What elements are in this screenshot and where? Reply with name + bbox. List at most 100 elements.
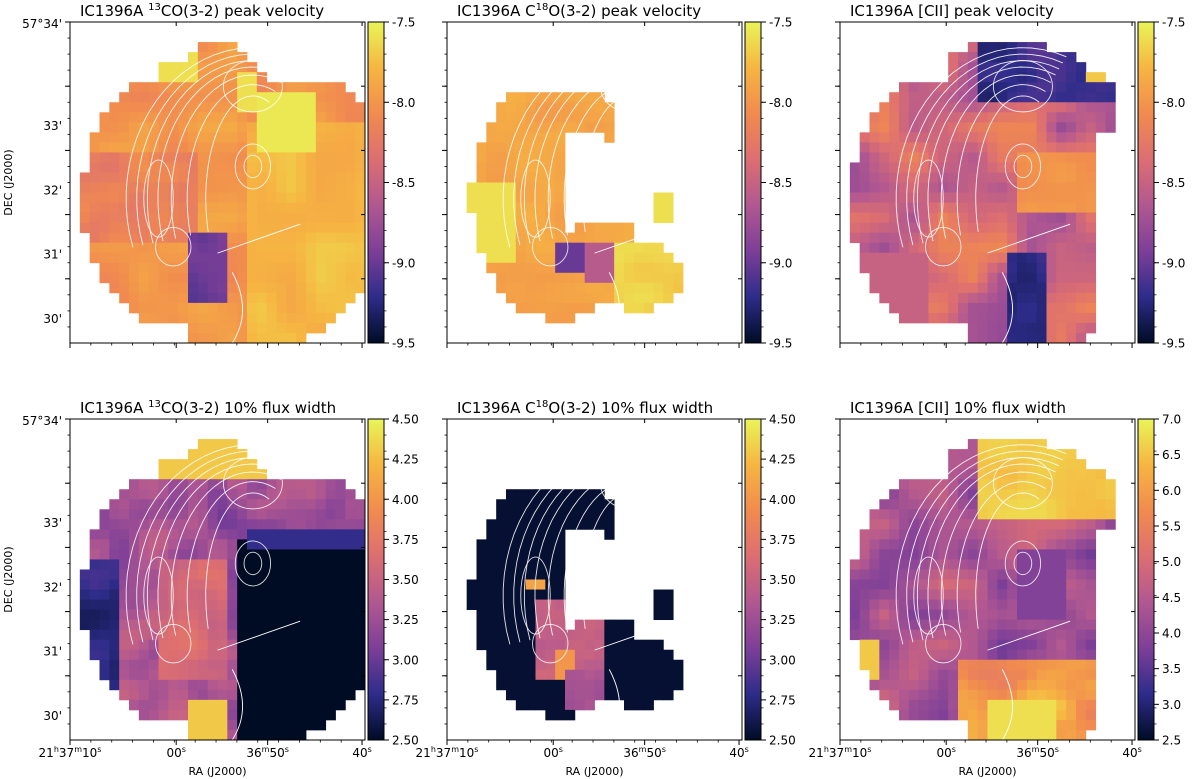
heatmap-pixel xyxy=(967,312,979,324)
heatmap-pixel xyxy=(918,589,929,600)
heatmap-pixel xyxy=(1076,182,1087,193)
heatmap-pixel xyxy=(1076,699,1087,711)
heatmap-pixel xyxy=(938,709,949,721)
heatmap-pixel xyxy=(109,639,120,651)
heatmap-pixel xyxy=(977,192,988,203)
heatmap-pixel xyxy=(476,589,487,600)
heatmap-pixel xyxy=(335,162,346,173)
heatmap-pixel xyxy=(584,222,595,234)
heatmap-pixel xyxy=(584,519,595,530)
heatmap-pixel xyxy=(476,202,487,213)
heatmap-pixel xyxy=(158,459,169,470)
heatmap-pixel xyxy=(296,509,307,520)
colorbar-tick-label: -9.5 xyxy=(392,337,415,351)
heatmap-pixel xyxy=(315,262,327,274)
heatmap-pixel xyxy=(1095,469,1106,480)
heatmap-pixel xyxy=(908,639,920,651)
heatmap-pixel xyxy=(506,242,517,254)
heatmap-pixel xyxy=(948,282,959,294)
heatmap-pixel xyxy=(129,509,140,520)
heatmap-pixel xyxy=(1036,489,1047,500)
heatmap-pixel xyxy=(247,142,258,153)
heatmap-pixel xyxy=(217,649,228,661)
contour-loop xyxy=(925,226,962,267)
heatmap-pixel xyxy=(466,599,477,610)
heatmap-pixel xyxy=(217,112,228,123)
colorbar xyxy=(744,21,762,344)
heatmap-pixel xyxy=(879,499,890,510)
heatmap-pixel xyxy=(1066,192,1077,203)
heatmap-pixel xyxy=(515,569,527,580)
heatmap-pixel xyxy=(109,679,120,691)
heatmap-pixel xyxy=(899,162,910,173)
heatmap-pixel xyxy=(1036,709,1047,721)
heatmap-pixel xyxy=(79,589,91,600)
heatmap-pixel xyxy=(1085,242,1097,254)
heatmap-pixel xyxy=(584,292,595,304)
heatmap-pixel xyxy=(466,579,477,590)
heatmap-pixel xyxy=(188,262,199,274)
heatmap-pixel xyxy=(158,689,169,701)
heatmap-pixel xyxy=(1056,212,1067,224)
heatmap-pixel xyxy=(158,122,169,133)
heatmap-pixel xyxy=(158,499,169,510)
heatmap-pixel xyxy=(604,132,615,143)
heatmap-pixel xyxy=(967,42,979,53)
heatmap-pixel xyxy=(958,152,969,163)
heatmap-pixel xyxy=(918,619,929,631)
heatmap-pixel xyxy=(217,192,228,203)
heatmap-pixel xyxy=(1066,639,1077,651)
heatmap-pixel xyxy=(879,202,890,213)
heatmap-pixel xyxy=(476,579,487,590)
heatmap-pixel xyxy=(207,92,218,103)
heatmap-pixel xyxy=(908,292,920,304)
heatmap-pixel xyxy=(1036,312,1047,324)
heatmap-pixel xyxy=(1046,52,1057,63)
heatmap-pixel xyxy=(1007,262,1018,274)
heatmap-pixel xyxy=(178,589,189,600)
heatmap-pixel xyxy=(188,242,199,254)
heatmap-pixel xyxy=(535,559,546,570)
heatmap-pixel xyxy=(849,609,861,621)
heatmap-pixel xyxy=(138,132,150,143)
heatmap-pixel xyxy=(967,479,979,490)
panel-2: IC1396A C18O(3-2) peak velocity-7.5-8.0-… xyxy=(442,2,792,351)
heatmap-pixel xyxy=(535,222,546,234)
heatmap-pixel xyxy=(1036,619,1047,631)
heatmap-pixel xyxy=(545,629,556,641)
heatmap-pixel xyxy=(584,272,595,284)
heatmap-pixel xyxy=(168,669,179,681)
heatmap-pixel xyxy=(197,639,209,651)
heatmap-pixel xyxy=(565,312,576,324)
heatmap-pixel xyxy=(178,92,189,103)
heatmap-pixel xyxy=(1066,92,1077,103)
colorbar-tick-label: -9.5 xyxy=(1162,337,1185,351)
heatmap-pixel xyxy=(545,539,556,550)
heatmap-pixel xyxy=(1066,719,1077,731)
heatmap-pixel xyxy=(849,212,861,224)
heatmap-pixel xyxy=(987,459,998,470)
heatmap-pixel xyxy=(574,659,586,671)
heatmap-pixel xyxy=(849,619,861,631)
heatmap-pixel xyxy=(525,222,536,234)
heatmap-pixel xyxy=(158,212,169,224)
heatmap-pixel xyxy=(197,619,209,631)
heatmap-pixel xyxy=(89,649,100,661)
heatmap-pixel xyxy=(266,242,277,254)
heatmap-pixel xyxy=(1017,202,1028,213)
heatmap-pixel xyxy=(325,669,336,681)
heatmap-pixel xyxy=(1026,182,1038,193)
heatmap-pixel xyxy=(958,639,969,651)
heatmap-pixel xyxy=(997,679,1008,691)
heatmap-pixel xyxy=(1076,72,1087,83)
heatmap-pixel xyxy=(1076,232,1087,244)
heatmap-pixel xyxy=(889,102,900,113)
heatmap-pixel xyxy=(129,499,140,510)
heatmap-pixel xyxy=(967,182,979,193)
heatmap-pixel xyxy=(207,649,218,661)
heatmap xyxy=(79,439,366,741)
heatmap-pixel xyxy=(315,609,327,621)
heatmap-pixel xyxy=(899,252,910,264)
heatmap-pixel xyxy=(148,559,159,570)
heatmap-pixel xyxy=(1046,659,1057,671)
